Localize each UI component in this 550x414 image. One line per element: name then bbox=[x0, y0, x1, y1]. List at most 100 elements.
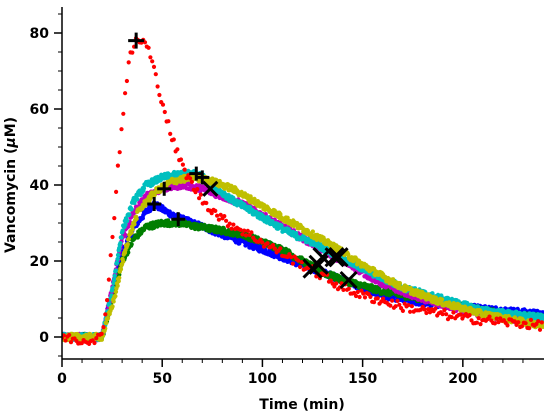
data-point bbox=[424, 310, 429, 316]
data-point bbox=[110, 285, 116, 290]
data-point bbox=[519, 324, 525, 329]
series-00bfbf bbox=[62, 168, 544, 343]
data-point bbox=[537, 327, 543, 332]
data-point bbox=[162, 109, 167, 115]
data-point bbox=[126, 236, 131, 241]
data-point bbox=[121, 259, 126, 264]
data-point bbox=[168, 131, 173, 136]
data-point bbox=[229, 226, 234, 231]
data-point bbox=[467, 313, 472, 318]
data-point bbox=[127, 212, 132, 217]
data-point bbox=[111, 299, 116, 304]
data-point bbox=[175, 147, 180, 152]
data-point bbox=[362, 295, 368, 300]
data-point bbox=[433, 306, 438, 311]
data-point bbox=[180, 162, 185, 167]
data-point bbox=[135, 197, 140, 202]
data-point bbox=[439, 297, 445, 302]
y-axis-title: Vancomycin (μM) bbox=[3, 117, 19, 253]
data-point bbox=[119, 127, 124, 132]
data-point bbox=[512, 319, 517, 324]
marker-stroke bbox=[339, 270, 358, 290]
halfpoint-marker bbox=[324, 247, 345, 268]
data-point bbox=[198, 192, 203, 197]
data-point bbox=[68, 340, 74, 345]
data-point bbox=[209, 211, 214, 216]
data-point bbox=[289, 255, 294, 260]
data-point bbox=[123, 91, 128, 96]
data-point bbox=[92, 340, 97, 346]
y-axis-title-prefix: Vancomycin ( bbox=[3, 148, 19, 253]
data-point bbox=[130, 50, 135, 55]
data-point bbox=[426, 307, 431, 312]
data-point bbox=[353, 293, 359, 299]
data-point bbox=[296, 258, 301, 263]
data-point bbox=[272, 246, 277, 251]
series-ff0000 bbox=[62, 36, 544, 346]
data-point bbox=[310, 229, 315, 234]
data-point bbox=[334, 281, 339, 286]
data-point bbox=[204, 200, 209, 206]
data-point bbox=[101, 325, 106, 330]
data-point bbox=[540, 317, 544, 322]
data-point bbox=[129, 242, 134, 247]
data-point bbox=[539, 320, 544, 325]
data-point bbox=[346, 286, 351, 291]
data-point bbox=[218, 212, 223, 217]
data-point bbox=[355, 289, 360, 295]
data-point bbox=[523, 321, 528, 326]
data-point bbox=[124, 78, 129, 84]
x-tick-label: 200 bbox=[448, 371, 477, 387]
data-point bbox=[397, 281, 402, 286]
data-point bbox=[440, 312, 445, 317]
data-point bbox=[298, 264, 303, 270]
data-point bbox=[242, 202, 247, 207]
data-point bbox=[113, 268, 119, 273]
data-point bbox=[400, 308, 405, 313]
data-point bbox=[178, 157, 184, 162]
data-point bbox=[113, 289, 119, 294]
data-point bbox=[238, 227, 243, 232]
data-point bbox=[118, 267, 124, 272]
data-point bbox=[227, 221, 232, 226]
data-point bbox=[240, 232, 245, 237]
data-point bbox=[182, 167, 187, 172]
data-point bbox=[427, 293, 433, 299]
data-point bbox=[516, 320, 521, 325]
data-point bbox=[528, 317, 534, 322]
data-point bbox=[117, 275, 122, 280]
data-point bbox=[231, 222, 236, 227]
data-point bbox=[388, 303, 393, 308]
peak-marker bbox=[147, 197, 162, 211]
data-point bbox=[270, 243, 276, 248]
data-point bbox=[110, 304, 115, 309]
data-point bbox=[120, 228, 125, 233]
data-point bbox=[371, 300, 377, 305]
data-point bbox=[527, 326, 532, 331]
data-point bbox=[216, 217, 221, 222]
data-point bbox=[166, 119, 171, 124]
data-point bbox=[105, 315, 111, 321]
data-point bbox=[422, 307, 427, 312]
data-point bbox=[245, 228, 250, 233]
data-point bbox=[381, 296, 386, 301]
data-point bbox=[112, 216, 117, 221]
marker-stroke bbox=[324, 247, 345, 268]
data-point bbox=[494, 316, 499, 321]
data-point bbox=[195, 187, 200, 192]
peak-marker bbox=[171, 212, 186, 227]
data-point bbox=[158, 177, 163, 183]
data-point bbox=[119, 235, 124, 240]
data-point bbox=[278, 246, 283, 251]
peak-marker bbox=[195, 170, 210, 185]
data-point bbox=[132, 221, 137, 227]
data-point bbox=[112, 273, 117, 279]
data-point bbox=[115, 256, 120, 262]
data-point bbox=[148, 55, 153, 60]
data-point bbox=[110, 234, 115, 240]
data-point bbox=[117, 150, 122, 155]
data-point bbox=[115, 283, 120, 288]
plot-area bbox=[62, 32, 544, 346]
data-point bbox=[157, 92, 162, 98]
data-point bbox=[171, 137, 176, 142]
